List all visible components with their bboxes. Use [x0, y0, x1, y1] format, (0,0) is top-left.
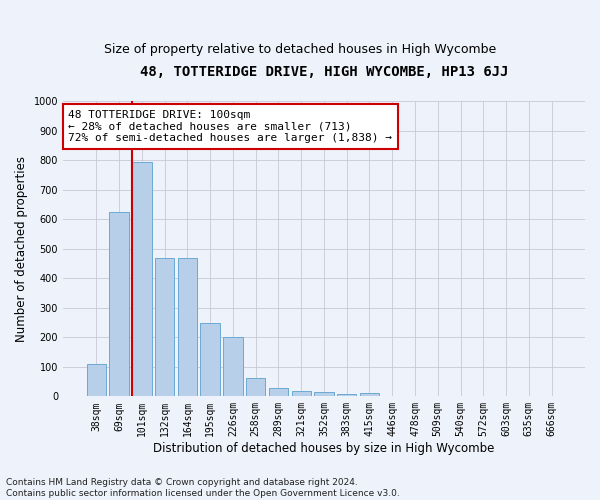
- Bar: [86, 364, 106, 396]
- Bar: [269, 388, 288, 396]
- Text: 48 TOTTERIDGE DRIVE: 100sqm
← 28% of detached houses are smaller (713)
72% of se: 48 TOTTERIDGE DRIVE: 100sqm ← 28% of det…: [68, 110, 392, 143]
- X-axis label: Distribution of detached houses by size in High Wycombe: Distribution of detached houses by size …: [153, 442, 494, 455]
- Bar: [337, 394, 356, 396]
- Bar: [292, 391, 311, 396]
- Text: Contains HM Land Registry data © Crown copyright and database right 2024.
Contai: Contains HM Land Registry data © Crown c…: [6, 478, 400, 498]
- Bar: [155, 258, 174, 396]
- Bar: [223, 338, 242, 396]
- Bar: [178, 258, 197, 396]
- Bar: [360, 394, 379, 396]
- Y-axis label: Number of detached properties: Number of detached properties: [15, 156, 28, 342]
- Bar: [314, 392, 334, 396]
- Text: Size of property relative to detached houses in High Wycombe: Size of property relative to detached ho…: [104, 42, 496, 56]
- Bar: [200, 322, 220, 396]
- Title: 48, TOTTERIDGE DRIVE, HIGH WYCOMBE, HP13 6JJ: 48, TOTTERIDGE DRIVE, HIGH WYCOMBE, HP13…: [140, 65, 508, 79]
- Bar: [109, 212, 129, 396]
- Bar: [132, 162, 152, 396]
- Bar: [246, 378, 265, 396]
